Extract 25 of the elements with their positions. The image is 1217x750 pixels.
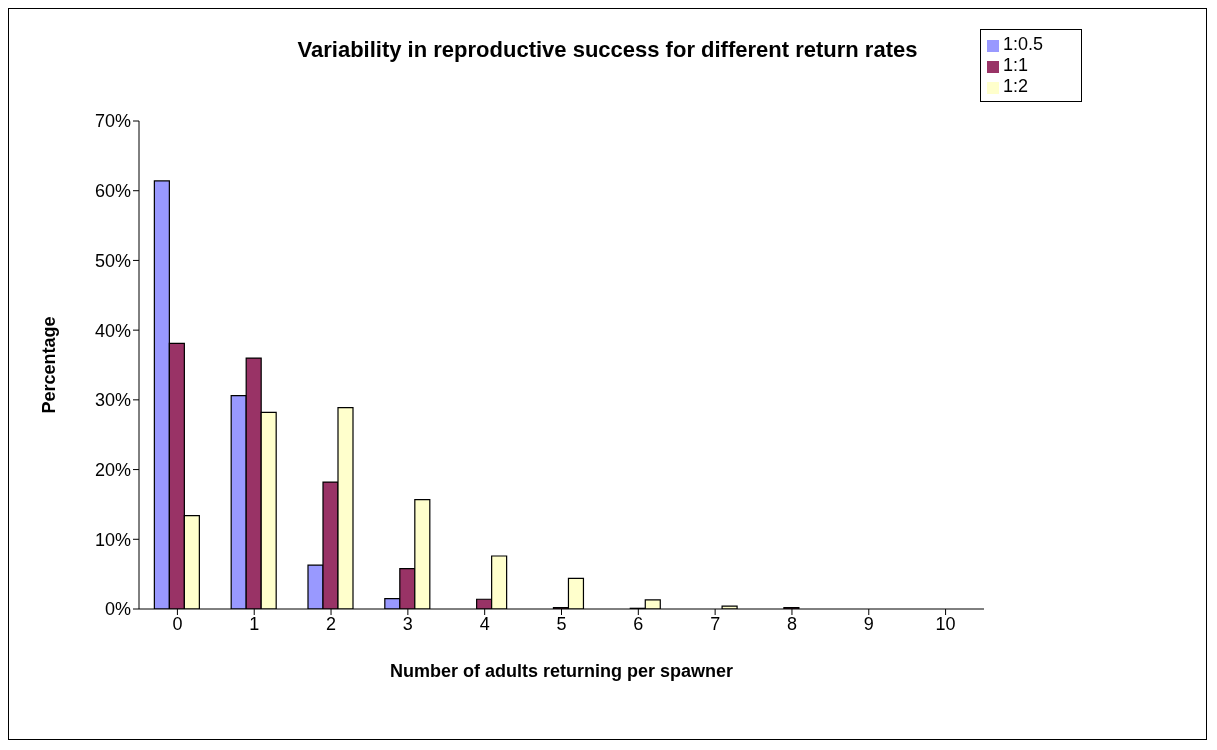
y-tick-label: 50% [94, 250, 131, 271]
x-tick-label: 2 [326, 613, 337, 634]
x-tick-label: 5 [556, 613, 567, 634]
y-tick-label: 20% [94, 459, 131, 480]
y-tick-label: 10% [94, 529, 131, 550]
y-tick-label: 30% [94, 390, 131, 411]
x-axis-title: Number of adults returning per spawner [389, 661, 734, 681]
legend-label: 1:2 [1003, 76, 1029, 96]
legend-label: 1:1 [1003, 55, 1029, 75]
y-tick-label: 40% [94, 320, 131, 341]
x-tick-label: 0 [172, 613, 183, 634]
y-tick-label: 0% [104, 599, 131, 620]
legend-label: 1:0.5 [1003, 34, 1044, 54]
x-tick-label: 9 [863, 613, 874, 634]
x-tick-label: 10 [935, 613, 956, 634]
y-axis-title: Percentage [39, 316, 60, 414]
y-tick-label: 70% [94, 111, 131, 132]
x-tick-label: 7 [710, 613, 721, 634]
chart-title: Variability in reproductive success for different return rates [297, 37, 918, 62]
x-tick-label: 1 [249, 613, 260, 634]
y-tick-label: 60% [94, 181, 131, 202]
x-tick-label: 3 [402, 613, 413, 634]
x-tick-label: 8 [786, 613, 797, 634]
x-tick-label: 6 [633, 613, 644, 634]
x-tick-label: 4 [479, 613, 490, 634]
